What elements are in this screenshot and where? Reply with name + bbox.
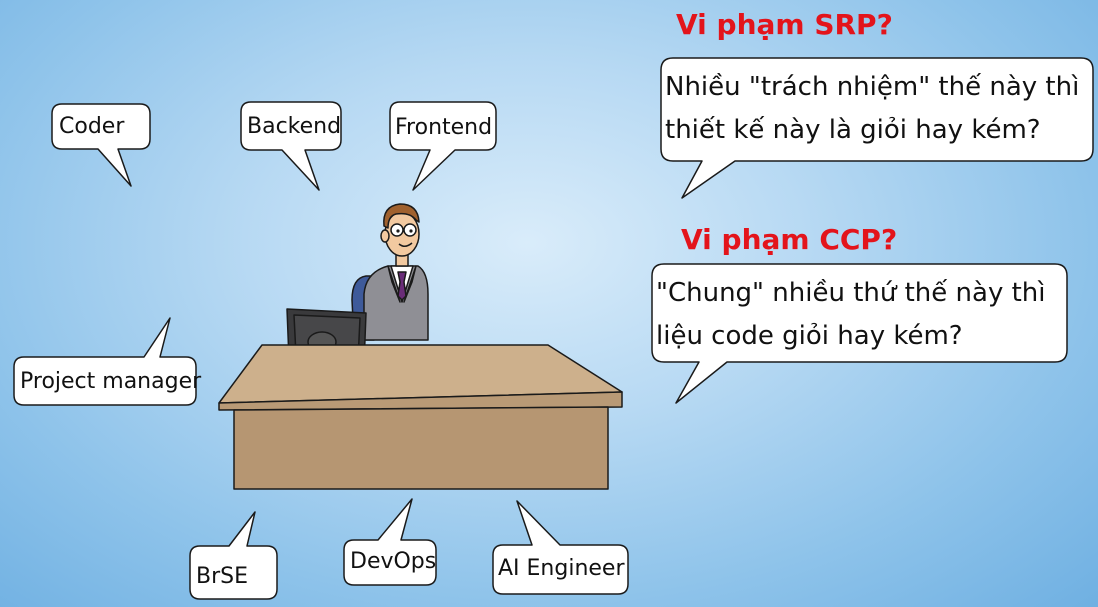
- srp-heading: Vi phạm SRP?: [676, 8, 893, 41]
- brse-bubble-shape: [189, 511, 278, 600]
- srp-bubble-shape: [660, 57, 1094, 199]
- ccp-bubble-shape: [651, 263, 1068, 404]
- tie: [397, 271, 407, 301]
- suit-lapel-right: [403, 265, 417, 303]
- frontend-label: Frontend: [395, 115, 493, 140]
- ccp-question-line-2: liệu code giỏi hay kém?: [656, 320, 963, 351]
- desk-edge: [218, 391, 623, 411]
- coder-label: Coder: [59, 114, 125, 139]
- project-manager-bubble-shape: [13, 317, 197, 406]
- project-manager-label: Project manager: [20, 369, 202, 394]
- srp-question: Nhiều "trách nhiệm" thế này thì thiết kế…: [665, 66, 1079, 152]
- brse-label: BrSE: [196, 564, 249, 589]
- devops-bubble-shape: [343, 498, 437, 586]
- ear: [380, 229, 390, 243]
- ccp-question: "Chung" nhiều thứ thế này thì liệu code …: [656, 272, 1046, 358]
- devops-label: DevOps: [350, 549, 437, 574]
- ccp-question-line-1: "Chung" nhiều thứ thế này thì: [656, 278, 1046, 308]
- desk: [218, 344, 623, 490]
- mouth: [398, 242, 413, 247]
- coder-bubble-shape: [51, 103, 151, 187]
- srp-question-line-2: thiết kế này là giỏi hay kém?: [665, 114, 1041, 145]
- ai-engineer-bubble-shape: [492, 500, 629, 595]
- frontend-bubble-shape: [389, 101, 497, 191]
- ai-engineer-label: AI Engineer: [498, 556, 625, 581]
- suit-lapel-left: [387, 265, 401, 303]
- backend-bubble-shape: [240, 101, 342, 191]
- ccp-heading: Vi phạm CCP?: [681, 223, 898, 256]
- desk-body: [233, 406, 609, 490]
- person: [351, 203, 429, 341]
- hair: [383, 203, 420, 229]
- srp-question-line-1: Nhiều "trách nhiệm" thế này thì: [665, 72, 1080, 102]
- backend-label: Backend: [247, 114, 342, 139]
